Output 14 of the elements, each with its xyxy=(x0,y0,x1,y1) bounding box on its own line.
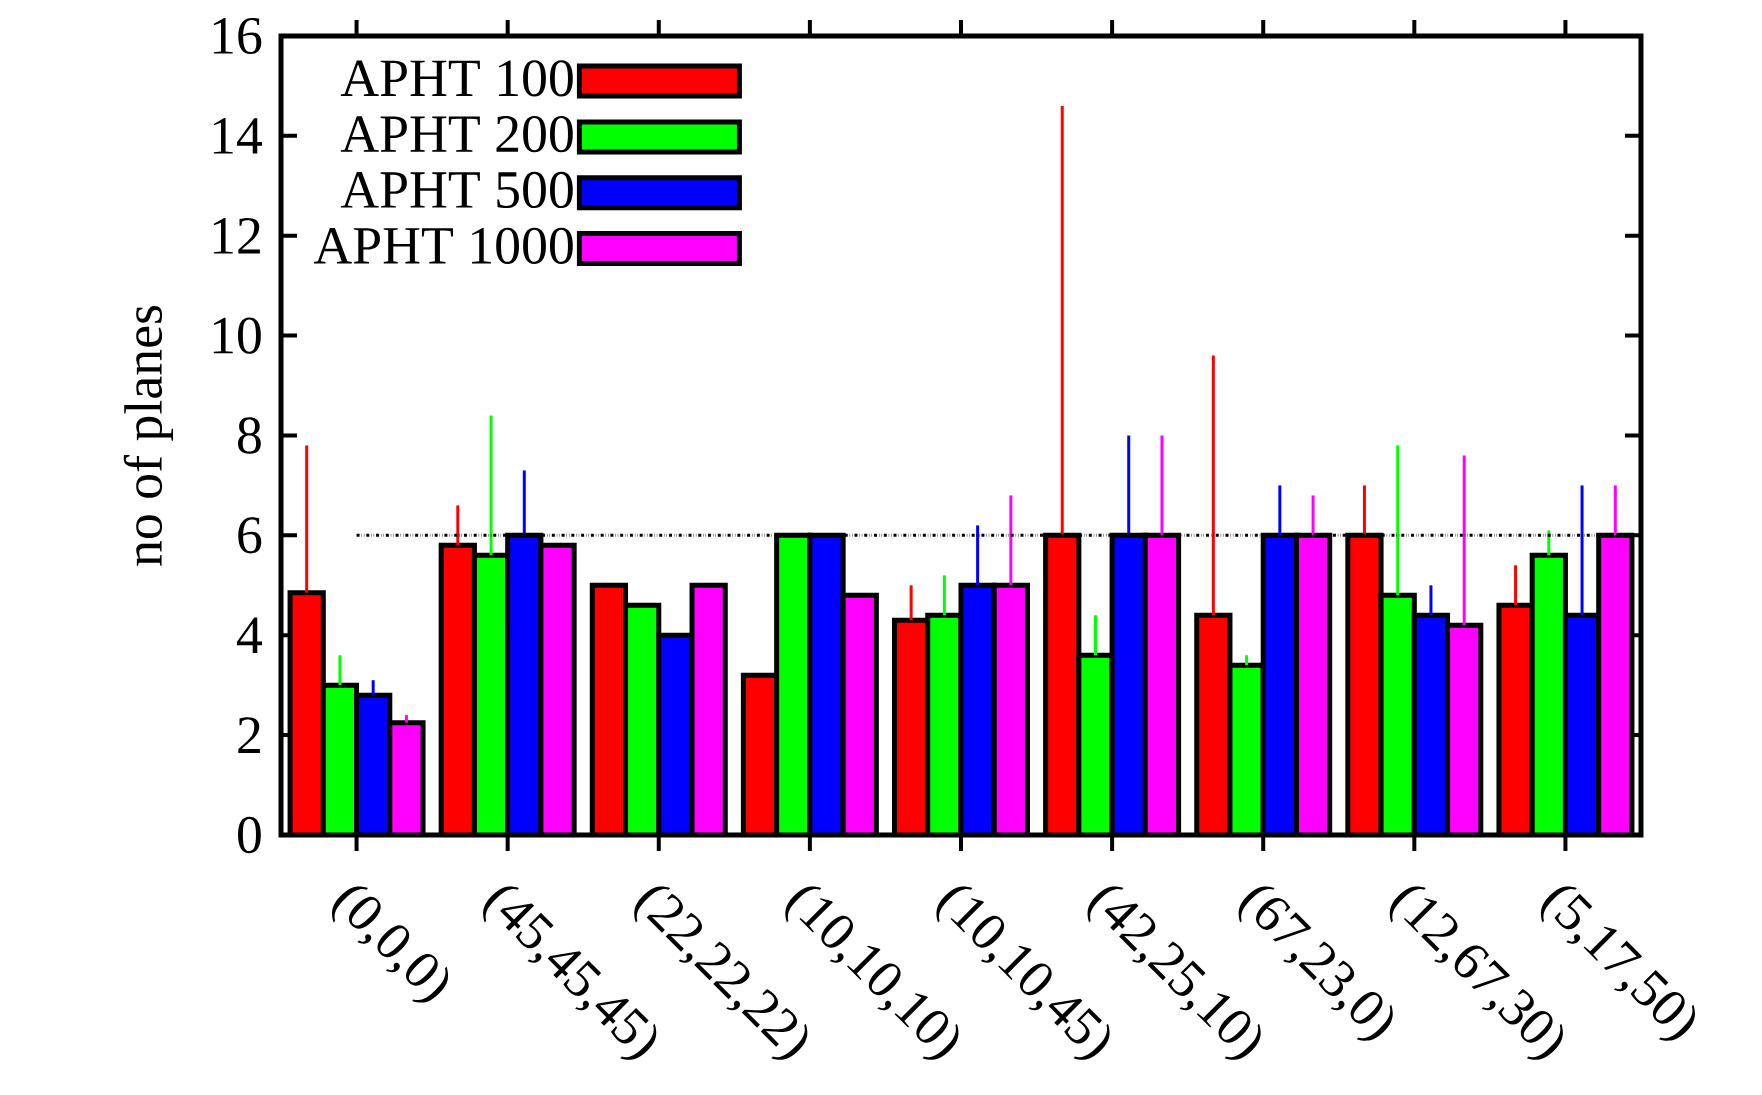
y-tick-label: 0 xyxy=(238,816,261,854)
legend-label: APHT 100 xyxy=(340,60,573,97)
legend-label: APHT 200 xyxy=(340,115,573,153)
legend-label: APHT 500 xyxy=(340,171,573,209)
y-tick-label: 8 xyxy=(238,417,261,454)
y-tick-label: 2 xyxy=(238,717,260,753)
y-axis-title: no of planes xyxy=(123,306,174,566)
y-tick-label: 12 xyxy=(213,217,260,254)
y-tick-label: 16 xyxy=(213,17,262,55)
y-tick-label: 6 xyxy=(238,517,262,554)
y-tick-label: 4 xyxy=(237,617,263,653)
legend-label: APHT 1000 xyxy=(313,227,573,264)
y-tick-label: 10 xyxy=(213,317,261,354)
y-tick-label: 14 xyxy=(213,118,263,154)
